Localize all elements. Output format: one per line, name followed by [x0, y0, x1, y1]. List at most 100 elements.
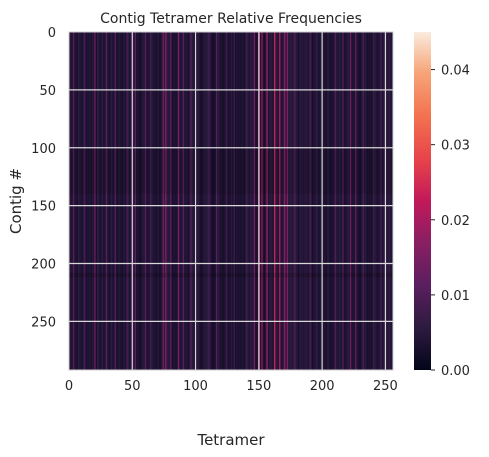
heatmap-column [125, 32, 128, 370]
heatmap-column [222, 32, 224, 370]
heatmap-column [187, 32, 190, 370]
heatmap-column [180, 32, 182, 370]
heatmap-column [77, 32, 80, 370]
heatmap-column [94, 32, 96, 370]
x-tick-label: 0 [65, 379, 73, 394]
colorbar-gradient [414, 32, 431, 370]
heatmap-column [287, 32, 290, 370]
heatmap-column [74, 32, 76, 370]
heatmap-column [152, 32, 155, 370]
heatmap-column [120, 32, 123, 370]
heatmap-column [258, 32, 261, 370]
heatmap-column [342, 32, 344, 370]
heatmap-column [366, 32, 368, 370]
heatmap-column [167, 32, 170, 370]
heatmap-column [228, 32, 231, 370]
heatmap-column [267, 32, 270, 370]
heatmap-column [80, 32, 82, 370]
heatmap-column [128, 32, 131, 370]
heatmap-column [289, 32, 291, 370]
heatmap-column [385, 32, 387, 370]
heatmap-column [156, 32, 158, 370]
heatmap-column [143, 32, 146, 370]
heatmap-column [185, 32, 188, 370]
heatmap-column [263, 32, 266, 370]
heatmap-column [386, 32, 389, 370]
x-axis-ticks: 0 50 100 150 200 250 [65, 379, 398, 394]
heatmap-column [117, 32, 119, 370]
heatmap-column [275, 32, 277, 370]
heatmap-column [70, 32, 72, 370]
heatmap-column [237, 32, 239, 370]
heatmap-column [186, 32, 189, 370]
heatmap-column [279, 32, 281, 370]
heatmap-column [377, 32, 380, 370]
colorbar-tick-label: 0.01 [441, 289, 470, 304]
heatmap-column [91, 32, 94, 370]
heatmap-column [105, 32, 108, 370]
heatmap-column [220, 32, 223, 370]
heatmap-columns [69, 32, 394, 370]
heatmap-column [110, 32, 113, 370]
heatmap-column [281, 32, 284, 370]
heatmap-column [227, 32, 229, 370]
heatmap-column [225, 32, 228, 370]
heatmap-column [231, 32, 233, 370]
colorbar-tick-label: 0.04 [441, 64, 470, 79]
heatmap-column [142, 32, 144, 370]
heatmap-column [284, 32, 286, 370]
heatmap-column [341, 32, 343, 370]
heatmap-column [89, 32, 91, 370]
heatmap-column [134, 32, 137, 370]
heatmap-column [363, 32, 366, 370]
heatmap-column [69, 32, 71, 370]
heatmap-column [119, 32, 122, 370]
heatmap-column [309, 32, 312, 370]
heatmap-column [158, 32, 161, 370]
heatmap-column [368, 32, 371, 370]
heatmap-column [239, 32, 242, 370]
x-tick-label: 150 [246, 379, 271, 394]
heatmap-column [133, 32, 136, 370]
heatmap-column [298, 32, 300, 370]
heatmap-column [293, 32, 295, 370]
heatmap-column [361, 32, 363, 370]
heatmap-column [352, 32, 355, 370]
heatmap-column [201, 32, 204, 370]
heatmap-column [104, 32, 107, 370]
heatmap-column [265, 32, 267, 370]
heatmap-column [122, 32, 124, 370]
heatmap-column [271, 32, 274, 370]
heatmap-column [147, 32, 150, 370]
x-tick-label: 250 [373, 379, 398, 394]
heatmap-column [75, 32, 77, 370]
heatmap-column [338, 32, 341, 370]
heatmap-column [367, 32, 370, 370]
y-tick-label: 50 [39, 84, 56, 99]
heatmap-column [218, 32, 220, 370]
heatmap-column [189, 32, 191, 370]
heatmap-column [290, 32, 293, 370]
heatmap-column [229, 32, 232, 370]
heatmap-column [161, 32, 163, 370]
heatmap-column [170, 32, 172, 370]
heatmap-column [291, 32, 294, 370]
heatmap-column [261, 32, 263, 370]
heatmap-column [313, 32, 315, 370]
y-tick-label: 200 [31, 258, 56, 273]
heatmap-column [248, 32, 251, 370]
heatmap-column [256, 32, 258, 370]
heatmap-column [209, 32, 212, 370]
heatmap-column [242, 32, 244, 370]
heatmap-column [163, 32, 166, 370]
heatmap-column [204, 32, 206, 370]
colorbar-ticks: 0.00 0.01 0.02 0.03 0.04 [431, 64, 470, 379]
colorbar-tick-label: 0.00 [441, 364, 470, 379]
heatmap-column [372, 32, 375, 370]
heatmap-column [199, 32, 201, 370]
heatmap-column [253, 32, 256, 370]
heatmap-column [95, 32, 98, 370]
heatmap-column [200, 32, 203, 370]
heatmap-column [184, 32, 186, 370]
